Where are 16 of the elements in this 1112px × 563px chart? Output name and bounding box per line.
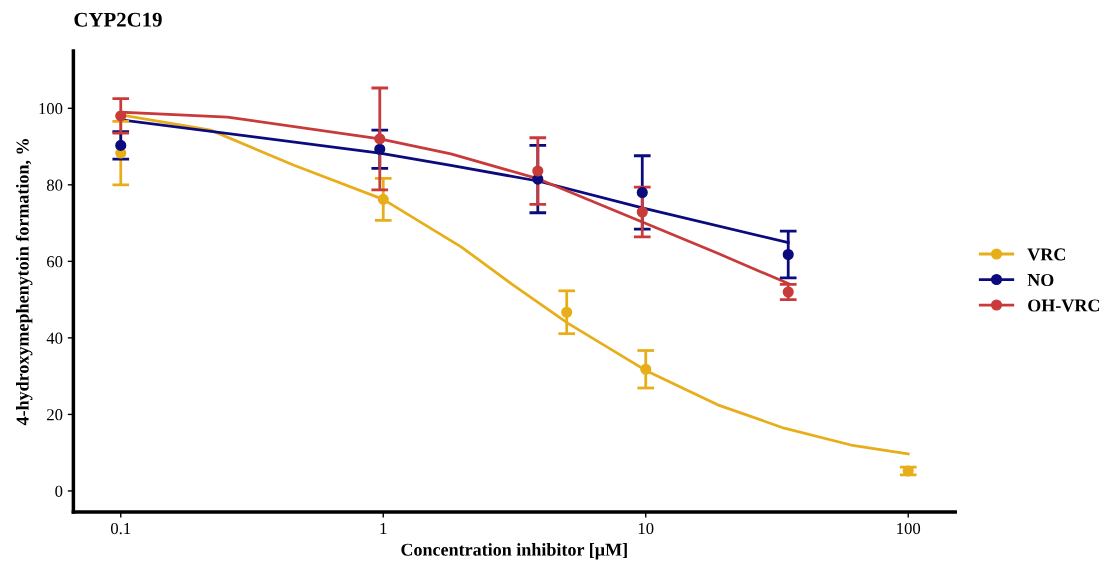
x-axis-title: Concentration inhibitor [µM]	[401, 543, 627, 560]
chart-title: CYP2C19	[74, 12, 162, 27]
y-tick-label: 60	[47, 256, 63, 268]
y-tick-label: 20	[47, 409, 63, 421]
y-tick-label: 40	[46, 332, 63, 344]
x-tick-label: 1	[380, 522, 387, 534]
x-tick-label: 10	[638, 522, 654, 535]
x-tick-label: 100	[897, 522, 921, 535]
legend-label: VRC	[1027, 248, 1065, 261]
x-tick-label: 0.1	[110, 522, 131, 535]
y-axis-title: 4-hydroxymephenytoin formation, %	[15, 139, 33, 426]
legend-label: OH-VRC	[1028, 299, 1100, 312]
legend-label: NO	[1027, 273, 1054, 287]
y-tick-label: 80	[46, 179, 63, 191]
y-tick-label: 100	[39, 102, 63, 115]
y-tick-label: 0	[55, 485, 63, 497]
